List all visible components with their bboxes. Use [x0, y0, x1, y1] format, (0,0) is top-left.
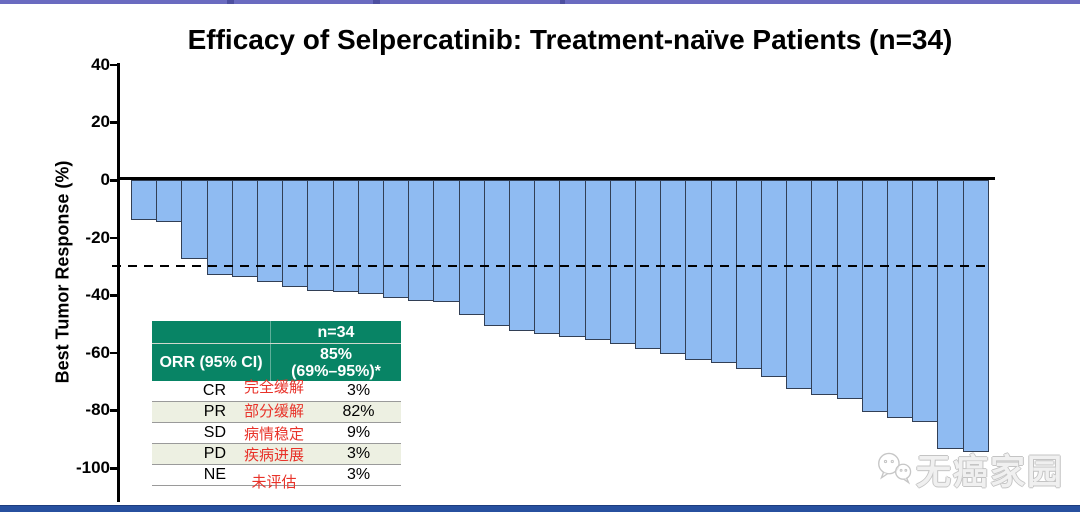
- table-cell-zh: 病情稳定: [243, 425, 304, 443]
- y-tick-label: -60: [85, 342, 110, 362]
- bar-patient-3: [181, 180, 209, 260]
- bar-patient-9: [332, 180, 360, 293]
- bar-patient-4: [206, 180, 234, 276]
- table-cell-code: PR: [203, 403, 226, 420]
- bar-patient-11: [383, 180, 410, 299]
- y-tick-mark: [110, 63, 118, 67]
- bar-patient-12: [408, 180, 435, 302]
- chart-title: Efficacy of Selpercatinib: Treatment-naï…: [187, 24, 953, 55]
- table-cell-code: NE: [203, 466, 226, 483]
- bar-patient-30: [861, 180, 889, 412]
- zero-baseline: [117, 177, 995, 180]
- bar-patient-18: [559, 180, 587, 338]
- y-tick-mark: [110, 351, 118, 355]
- y-axis-line: [117, 63, 120, 502]
- bar-patient-15: [483, 180, 511, 326]
- y-tick-mark: [110, 409, 118, 412]
- orr-value-line1: 85%: [319, 345, 353, 363]
- top-bar-segment: [227, 0, 234, 4]
- table-row-cr: CR 完全缓解 3%: [152, 379, 401, 402]
- bar-patient-32: [912, 180, 939, 422]
- bar-patient-28: [811, 180, 839, 395]
- top-bar-segment: [373, 0, 380, 4]
- table-cell-val: 3%: [346, 466, 371, 483]
- y-tick-label: -80: [85, 400, 110, 420]
- y-tick-label: 20: [91, 112, 110, 132]
- table-cell-zh: 疾病进展: [243, 446, 304, 464]
- watermark-text: 无癌家园: [915, 452, 1064, 492]
- table-cell-val: 82%: [342, 403, 375, 420]
- bar-patient-2: [156, 180, 183, 222]
- table-row-pd: PD 疾病进展 3%: [152, 444, 401, 465]
- bar-patient-7: [282, 180, 309, 287]
- orr-value-cell: 85% (69%–95%)*: [270, 344, 401, 381]
- table-header-n-cell: n=34: [270, 321, 401, 343]
- y-tick-label: 40: [91, 54, 110, 74]
- bar-patient-33: [937, 180, 965, 450]
- table-cell-zh: 未评估: [251, 473, 297, 491]
- y-tick-mark: [110, 179, 118, 182]
- table-body: CR 完全缓解 3% PR 部分缓解 82% SD 病情稳定 9% PD 疾病进展 3% NE 未评估 3%: [152, 379, 401, 491]
- y-tick-label: -40: [85, 285, 110, 305]
- bar-patient-10: [357, 180, 385, 294]
- response-threshold-dashed-line: [112, 265, 990, 267]
- y-tick-mark: [110, 121, 118, 124]
- bar-patient-19: [584, 180, 612, 340]
- top-bar-segment: [560, 0, 565, 4]
- bar-patient-24: [710, 180, 738, 363]
- watermark: 无癌家园: [874, 438, 1064, 500]
- bar-patient-16: [509, 180, 536, 332]
- bottom-accent-bar: [0, 505, 1080, 512]
- table-cell-zh: 部分缓解: [243, 402, 304, 420]
- y-tick-mark: [110, 236, 118, 240]
- y-tick-label: -20: [85, 227, 110, 247]
- table-header-empty-cell: [152, 321, 270, 343]
- bar-patient-5: [231, 180, 259, 277]
- table-header-row-orr: ORR (95% CI) 85% (69%–95%)*: [152, 344, 401, 381]
- bar-patient-26: [761, 180, 788, 378]
- table-header-row-n: n=34: [152, 321, 401, 344]
- bar-patient-29: [836, 180, 864, 399]
- y-tick-label: -100: [75, 458, 110, 477]
- bar-patient-27: [786, 180, 813, 389]
- table-row-sd: SD 病情稳定 9%: [152, 423, 401, 444]
- bar-patient-20: [609, 180, 637, 345]
- y-tick-label: 0: [100, 170, 110, 189]
- bar-patient-17: [534, 180, 561, 335]
- orr-label-cell: ORR (95% CI): [159, 353, 263, 371]
- bar-patient-23: [685, 180, 713, 361]
- table-row-pr: PR 部分缓解 82%: [152, 402, 401, 423]
- table-cell-code: PD: [203, 445, 226, 462]
- table-cell-code: CR: [202, 382, 226, 399]
- table-cell-val: 9%: [346, 424, 371, 441]
- table-cell-val: 3%: [346, 382, 371, 399]
- bar-patient-13: [433, 180, 461, 303]
- table-cell-val: 3%: [346, 445, 371, 462]
- bar-patient-31: [887, 180, 914, 418]
- table-header: n=34 ORR (95% CI) 85% (69%–95%)*: [152, 321, 401, 381]
- bar-patient-1: [131, 180, 158, 221]
- bar-patient-22: [660, 180, 687, 355]
- top-accent-bar: [0, 0, 1080, 4]
- bar-patient-34: [962, 180, 990, 453]
- wechat-logo-icon: [878, 452, 912, 485]
- bar-patient-14: [458, 180, 486, 316]
- orr-value-line2: (69%–95%)*: [291, 362, 381, 380]
- table-row-ne: NE 未评估 3%: [152, 465, 401, 491]
- table-cell-code: SD: [203, 424, 226, 441]
- bar-patient-8: [307, 180, 335, 291]
- orr-summary-table: n=34 ORR (95% CI) 85% (69%–95%)* CR 完全缓解 3…: [152, 321, 401, 491]
- y-tick-mark: [110, 294, 118, 297]
- bar-patient-21: [635, 180, 662, 349]
- table-cell-zh: 完全缓解: [243, 378, 304, 396]
- y-tick-mark: [110, 467, 118, 470]
- bar-patient-25: [735, 180, 763, 369]
